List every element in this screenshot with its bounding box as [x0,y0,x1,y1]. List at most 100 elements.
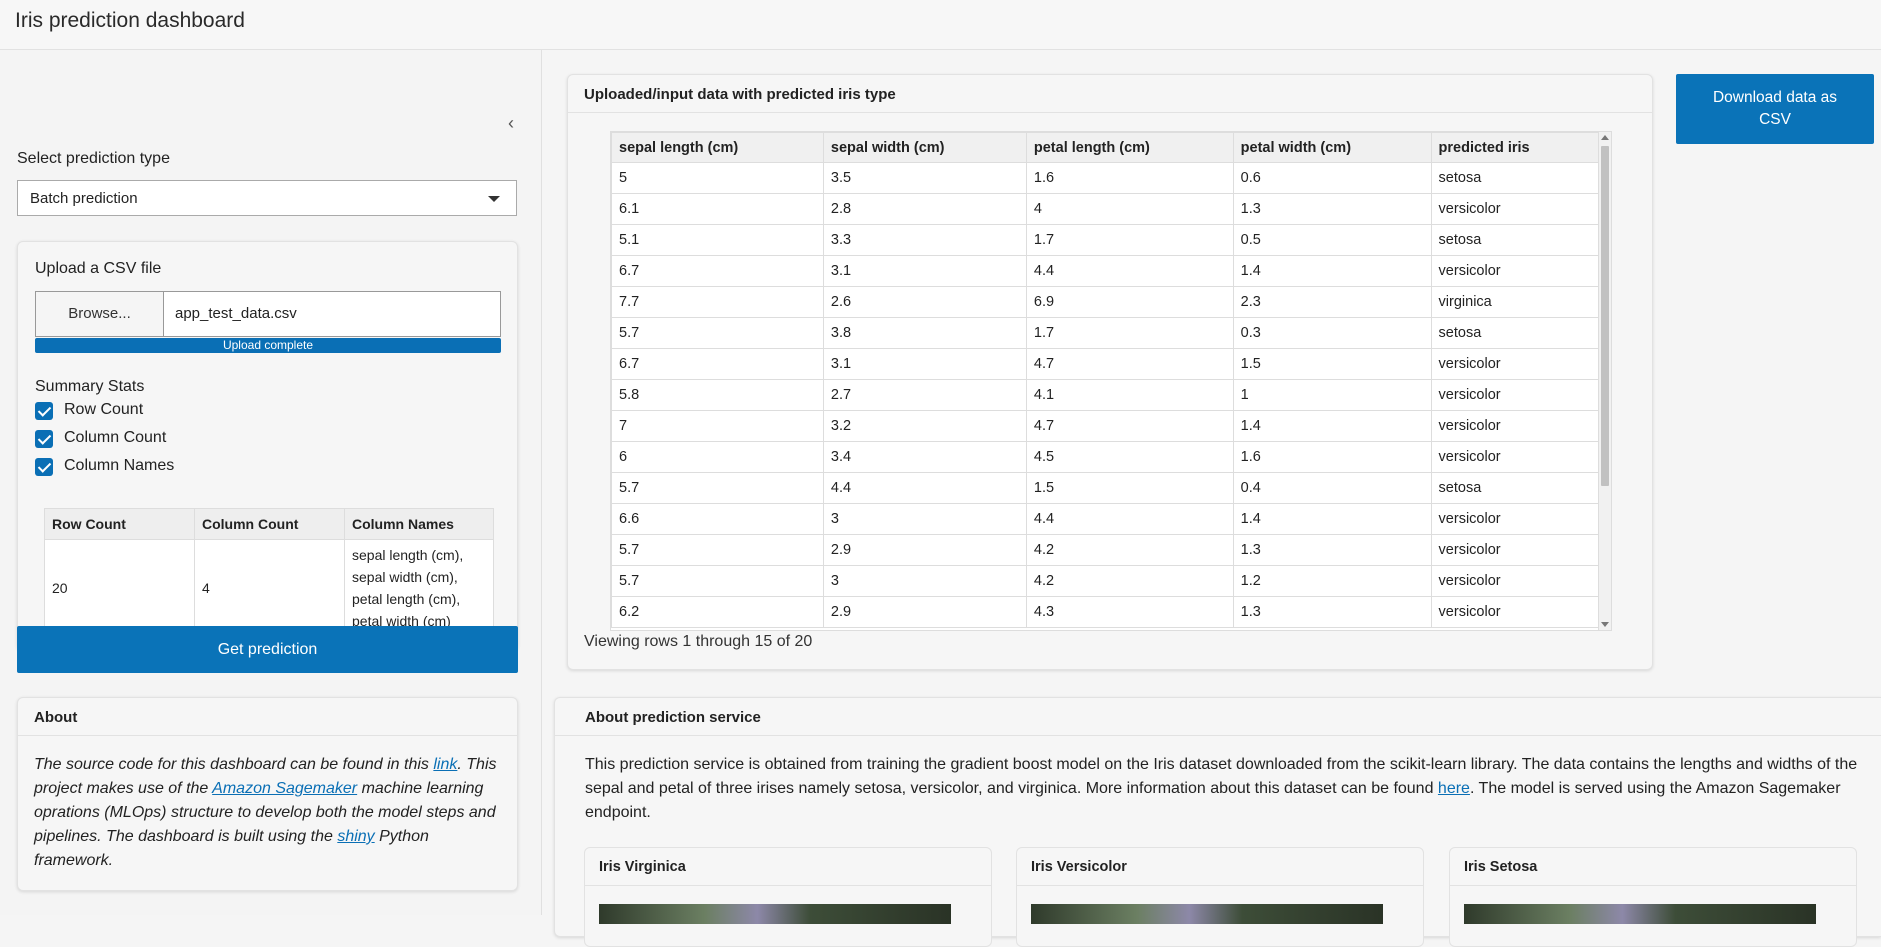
table-cell: 0.5 [1232,224,1432,256]
scroll-down-icon[interactable] [1601,622,1609,627]
table-row[interactable]: 7 3.2 4.7 1.4 versicolor [611,410,1600,442]
upload-card: Upload a CSV file Browse... app_test_dat… [17,241,518,651]
table-body: 5 3.5 1.6 0.6 setosa 6.1 2.8 4 1.3 versicolor 5.1 3… [611,162,1600,628]
table-cell: 4.3 [1025,596,1234,628]
dataset-link[interactable]: here [1437,780,1470,797]
column-header[interactable]: predicted iris [1430,132,1600,163]
checkmark-icon[interactable] [35,458,53,476]
table-cell: 1.3 [1232,596,1432,628]
download-label: CSV [1759,111,1791,128]
table-cell: versicolor [1430,503,1600,535]
upload-progress-bar: Upload complete [35,338,501,353]
source-code-link[interactable]: link [433,756,458,773]
data-grid[interactable]: sepal length (cm) sepal width (cm) petal l… [610,131,1612,631]
prediction-results-card: Uploaded/input data with predicted iris … [567,74,1653,670]
shiny-link[interactable]: shiny [337,828,375,845]
table-cell: 5.7 [611,534,824,566]
checkmark-icon[interactable] [35,430,53,448]
summary-cell: 20 [44,539,195,637]
scroll-thumb[interactable] [1601,146,1609,486]
table-cell: versicolor [1430,379,1600,411]
table-cell: 3.3 [822,224,1027,256]
column-header[interactable]: petal width (cm) [1232,132,1432,163]
table-row[interactable]: 6.7 3.1 4.7 1.5 versicolor [611,348,1600,380]
table-cell: 2.9 [822,596,1027,628]
table-cell: 3 [822,503,1027,535]
iris-card-title: Iris Setosa [1450,848,1856,886]
table-cell: 4 [1025,193,1234,225]
checkbox-label: Column Count [64,429,167,446]
summary-header: Column Count [194,508,345,540]
viewing-rows-text: Viewing rows 1 through 15 of 20 [584,633,813,650]
browse-button[interactable]: Browse... [36,292,164,336]
table-cell: 0.4 [1232,472,1432,504]
table-row[interactable]: 6.1 2.8 4 1.3 versicolor [611,193,1600,225]
column-header[interactable]: petal length (cm) [1025,132,1234,163]
about-card: About The source code for this dashboard… [17,697,518,891]
table-row[interactable]: 5.7 2.9 4.2 1.3 versicolor [611,534,1600,566]
table-cell: 7 [611,410,824,442]
table-cell: 1.7 [1025,317,1234,349]
upload-label: Upload a CSV file [35,260,162,277]
table-cell: setosa [1430,162,1600,194]
summary-stats-label: Summary Stats [35,378,145,395]
table-cell: 5 [611,162,824,194]
sidebar: ‹ Select prediction type Batch predictio… [0,50,542,915]
table-cell: virginica [1430,286,1600,318]
prediction-type-select[interactable]: Batch prediction [17,180,517,216]
table-row[interactable]: 5.7 3 4.2 1.2 versicolor [611,565,1600,597]
checkbox-label: Row Count [64,401,144,418]
sagemaker-link[interactable]: Amazon Sagemaker [212,780,358,797]
table-cell: 1.5 [1025,472,1234,504]
app-title: Iris prediction dashboard [15,9,245,32]
table-row[interactable]: 5.7 3.8 1.7 0.3 setosa [611,317,1600,349]
table-cell: 5.8 [611,379,824,411]
table-row[interactable]: 5.7 4.4 1.5 0.4 setosa [611,472,1600,504]
download-csv-button[interactable]: Download data as CSV [1676,74,1874,144]
table-row[interactable]: 6 3.4 4.5 1.6 versicolor [611,441,1600,473]
summary-table: Row Count Column Count Column Names 20 4… [44,508,494,637]
table-scrollbar[interactable] [1598,132,1611,630]
get-prediction-button[interactable]: Get prediction [17,626,518,673]
table-cell: 4.1 [1025,379,1234,411]
table-cell: 1.4 [1232,410,1432,442]
service-description: This prediction service is obtained from… [585,753,1875,825]
about-text-part: The source code for this dashboard can b… [34,756,434,773]
download-label: Download data as [1712,89,1838,106]
checkbox-label: Column Names [64,457,175,474]
table-row[interactable]: 6.7 3.1 4.4 1.4 versicolor [611,255,1600,287]
table-row[interactable]: 7.7 2.6 6.9 2.3 virginica [611,286,1600,318]
scroll-up-icon[interactable] [1601,135,1609,140]
table-cell: 2.8 [822,193,1027,225]
table-row[interactable]: 6.6 3 4.4 1.4 versicolor [611,503,1600,535]
table-cell: 4.4 [1025,255,1234,287]
table-header-row: sepal length (cm) sepal width (cm) petal l… [611,132,1600,163]
table-row[interactable]: 5.8 2.7 4.1 1 versicolor [611,379,1600,411]
table-cell: 2.3 [1232,286,1432,318]
table-cell: 4.7 [1025,348,1234,380]
table-row[interactable]: 5.1 3.3 1.7 0.5 setosa [611,224,1600,256]
table-cell: 0.3 [1232,317,1432,349]
prediction-type-label: Select prediction type [17,150,170,167]
table-cell: versicolor [1430,441,1600,473]
table-cell: setosa [1430,317,1600,349]
table-cell: 5.7 [611,565,824,597]
table-row[interactable]: 6.2 2.9 4.3 1.3 versicolor [611,596,1600,628]
table-cell: 1.5 [1232,348,1432,380]
table-cell: 1.7 [1025,224,1234,256]
table-cell: 3.8 [822,317,1027,349]
table-row[interactable]: 5 3.5 1.6 0.6 setosa [611,162,1600,194]
table-cell: 5.1 [611,224,824,256]
checkmark-icon[interactable] [35,402,53,420]
column-header[interactable]: sepal length (cm) [611,132,824,163]
table-cell: setosa [1430,224,1600,256]
table-cell: 1.3 [1232,193,1432,225]
table-cell: versicolor [1430,193,1600,225]
column-header[interactable]: sepal width (cm) [822,132,1027,163]
table-cell: 3.5 [822,162,1027,194]
table-cell: 3.1 [822,348,1027,380]
chevron-left-icon[interactable]: ‹ [508,113,514,133]
table-cell: 5.7 [611,472,824,504]
table-cell: 2.6 [822,286,1027,318]
table-cell: setosa [1430,472,1600,504]
